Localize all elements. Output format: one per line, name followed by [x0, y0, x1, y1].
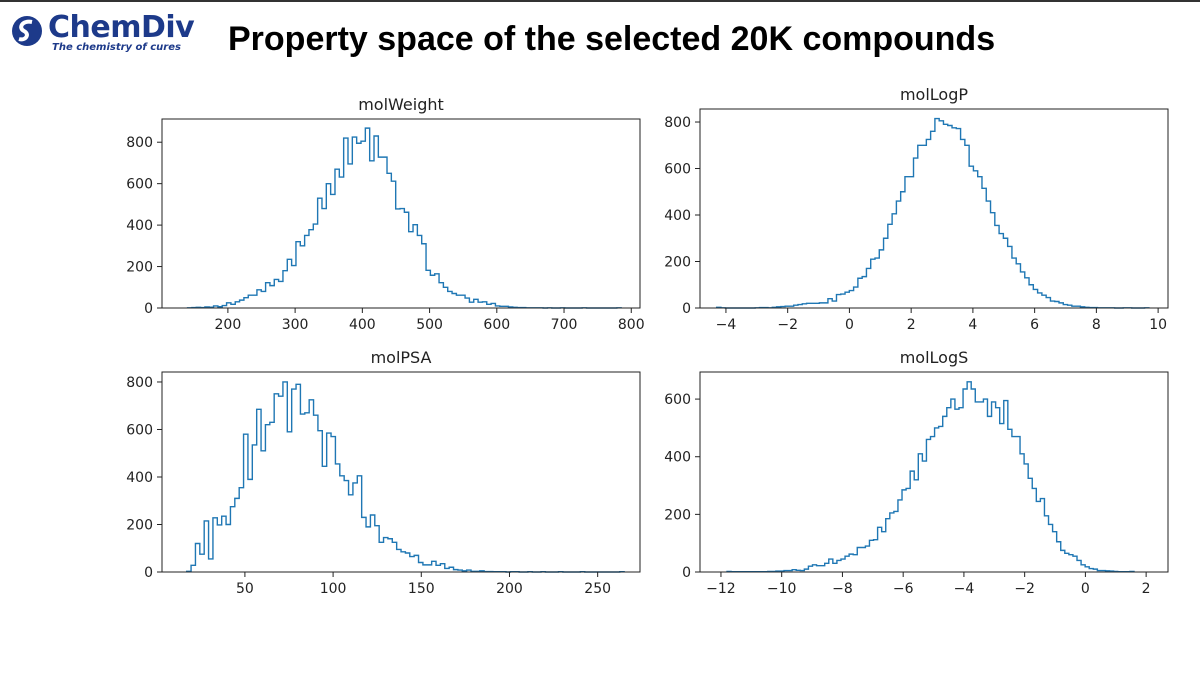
- chart-title: molWeight: [358, 95, 444, 114]
- x-tick-label: 300: [282, 317, 309, 333]
- y-tick-label: 600: [664, 162, 691, 178]
- x-tick-label: 400: [349, 317, 376, 333]
- logo-tagline: The chemistry of cures: [52, 42, 181, 53]
- x-tick-label: 0: [845, 317, 854, 333]
- y-tick-label: 400: [664, 450, 691, 466]
- x-tick-label: 6: [1030, 317, 1039, 333]
- y-tick-label: 800: [664, 115, 691, 131]
- x-tick-label: 10: [1149, 317, 1167, 333]
- x-tick-label: 100: [320, 581, 347, 597]
- x-tick-label: −2: [777, 317, 798, 333]
- y-tick-label: 200: [126, 517, 153, 533]
- x-tick-label: 600: [483, 317, 510, 333]
- x-tick-label: −4: [716, 317, 737, 333]
- y-tick-label: 0: [682, 565, 691, 581]
- chemdiv-logo-mark-icon: [12, 16, 42, 46]
- histogram-series: [185, 381, 625, 573]
- x-tick-label: 250: [584, 581, 611, 597]
- y-tick-label: 0: [144, 301, 153, 317]
- axes-frame: [161, 118, 641, 309]
- chart-molLogP: molLogP −4 −2 0 2 4 6 8 10 0 200 400 600 800: [664, 85, 1169, 333]
- y-tick-label: 200: [664, 255, 691, 271]
- y-tick-label: 600: [126, 177, 153, 193]
- chart-molWeight: molWeight 200 300 400 500 600 700 800 0 200 400 600…: [126, 95, 644, 333]
- y-tick-label: 600: [664, 392, 691, 408]
- x-tick-label: −4: [954, 581, 975, 597]
- chart-molLogS: molLogS −12 −10 −8 −6 −4 −2 0 2 0 200 400 600: [664, 348, 1169, 597]
- x-tick-label: 2: [907, 317, 916, 333]
- chart-title: molLogP: [900, 85, 968, 104]
- x-tick-label: 0: [1081, 581, 1090, 597]
- logo-wordmark: ChemDiv: [48, 10, 195, 45]
- axes-frame: [699, 108, 1169, 309]
- x-tick-label: 2: [1142, 581, 1151, 597]
- x-tick-label: −6: [893, 581, 914, 597]
- y-tick-label: 400: [126, 218, 153, 234]
- x-tick-label: 200: [215, 317, 242, 333]
- x-tick-label: 8: [1092, 317, 1101, 333]
- chart-title: molPSA: [371, 348, 432, 367]
- chart-title: molLogS: [900, 348, 969, 367]
- y-tick-label: 400: [664, 208, 691, 224]
- slide-title: Property space of the selected 20K compo…: [228, 20, 996, 58]
- x-tick-label: 50: [236, 581, 254, 597]
- chemdiv-logo: ChemDiv The chemistry of cures: [10, 10, 210, 56]
- x-tick-label: 200: [496, 581, 523, 597]
- x-tick-label: 150: [408, 581, 435, 597]
- axes-frame: [161, 371, 641, 573]
- y-tick-label: 0: [144, 565, 153, 581]
- x-tick-label: −2: [1014, 581, 1035, 597]
- x-tick-label: −12: [706, 581, 736, 597]
- y-tick-label: 400: [126, 470, 153, 486]
- x-tick-label: 4: [968, 317, 977, 333]
- y-tick-label: 200: [664, 507, 691, 523]
- y-tick-label: 200: [126, 260, 153, 276]
- y-tick-label: 800: [126, 375, 153, 391]
- histogram-series: [186, 127, 622, 309]
- x-tick-label: 800: [618, 317, 645, 333]
- histogram-series: [726, 381, 1135, 573]
- axes-frame: [699, 371, 1169, 573]
- x-tick-label: −10: [767, 581, 797, 597]
- y-tick-label: 600: [126, 422, 153, 438]
- x-tick-label: 500: [416, 317, 443, 333]
- chart-molPSA: molPSA 50 100 150 200 250 0 200 400 600 800: [126, 348, 641, 597]
- y-tick-label: 0: [682, 301, 691, 317]
- y-tick-label: 800: [126, 135, 153, 151]
- x-tick-label: −8: [832, 581, 853, 597]
- histogram-series: [715, 117, 1150, 309]
- x-tick-label: 700: [551, 317, 578, 333]
